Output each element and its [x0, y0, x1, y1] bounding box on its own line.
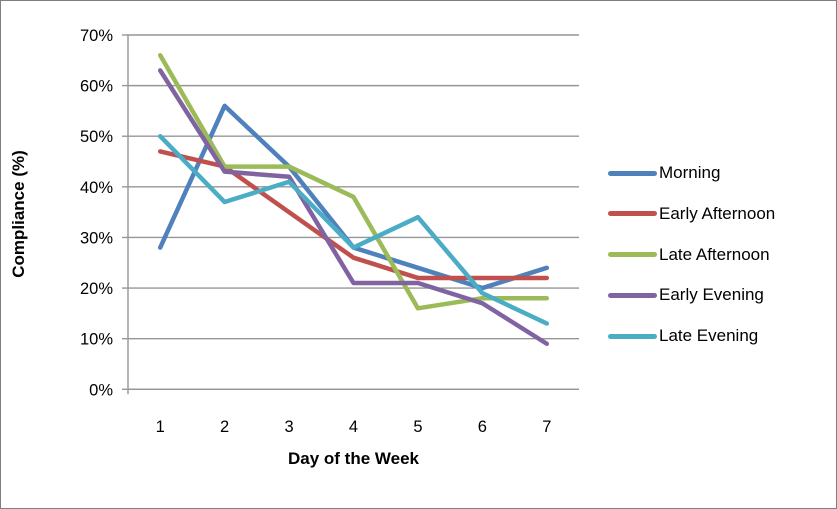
x-tick-label: 7: [542, 418, 551, 436]
series-line-late-afternoon: [157, 52, 550, 311]
legend-line-swatch: [608, 170, 657, 176]
series-line-early-evening: [157, 68, 550, 346]
y-tick-label: 0%: [89, 381, 113, 399]
series-line-late-evening: [157, 133, 550, 326]
y-tick-label: 20%: [80, 280, 113, 298]
x-axis-title: Day of the Week: [287, 449, 419, 468]
legend-line-swatch: [608, 252, 657, 257]
legend-label: Late Afternoon: [659, 244, 770, 264]
series-line-early-afternoon: [157, 149, 550, 281]
x-tick-label: 6: [478, 418, 487, 436]
legend-item-early-evening: Early Evening: [608, 283, 764, 307]
legend-line-swatch: [608, 333, 657, 339]
legend-line-swatch: [608, 292, 657, 298]
x-tick-label: 4: [349, 418, 358, 436]
legend-item-late-afternoon: Late Afternoon: [608, 243, 770, 267]
y-tick-label: 60%: [80, 78, 113, 96]
y-tick-label: 10%: [80, 331, 113, 349]
x-tick-label: 5: [413, 418, 422, 436]
legend-label: Late Evening: [659, 326, 759, 345]
y-axis-title: Compliance (%): [9, 150, 28, 278]
legend-label: Morning: [659, 163, 721, 182]
x-tick-label: 1: [156, 418, 165, 436]
y-tick-label: 40%: [80, 179, 113, 197]
legend-item-late-evening: Late Evening: [608, 324, 758, 348]
legend-label: Early Evening: [659, 285, 764, 305]
legend-label: Early Afternoon: [659, 203, 776, 223]
legend-line-swatch: [608, 211, 657, 217]
y-tick-label: 50%: [80, 128, 113, 146]
legend-item-morning: Morning: [608, 161, 720, 185]
y-tick-label: 30%: [80, 229, 113, 247]
y-tick-label: 70%: [80, 27, 113, 45]
x-tick-label: 2: [220, 418, 229, 436]
legend-item-early-afternoon: Early Afternoon: [608, 202, 775, 226]
x-tick-label: 3: [284, 418, 293, 436]
